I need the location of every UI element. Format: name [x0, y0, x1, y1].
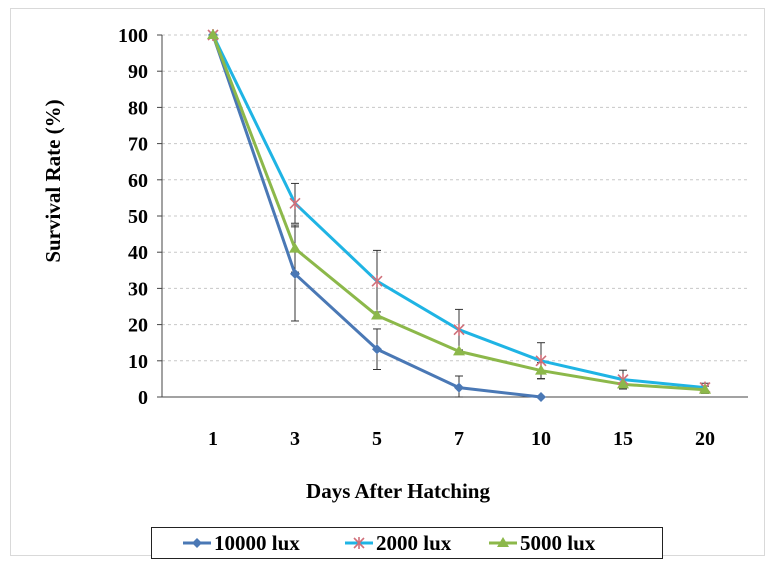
legend-label: 2000 lux [376, 530, 452, 555]
y-tick-100: 100 [118, 25, 148, 47]
legend-swatch-marker [192, 538, 202, 548]
x-tick-5: 5 [372, 428, 382, 450]
survival-rate-chart: 0 10 20 30 40 50 60 70 80 90 100 1 3 5 7 10 15 20 Surviv… [41, 25, 748, 503]
x-tick-labels: 1 3 5 7 10 15 20 [208, 428, 715, 450]
point-5000-lux-3 [289, 242, 301, 253]
legend-item-10000-lux: 10000 lux [182, 528, 300, 558]
point-5000-lux-5 [371, 309, 383, 320]
series-markers [207, 29, 711, 402]
point-5000-lux-10 [535, 364, 547, 375]
legend-swatch-10000-lux [183, 538, 211, 548]
legend-swatch-marker [353, 537, 365, 549]
legend-label: 5000 lux [520, 530, 596, 555]
point-2000-lux-3 [289, 197, 301, 210]
x-tick-1: 1 [208, 428, 218, 450]
y-tick-30: 30 [128, 278, 148, 300]
y-tick-40: 40 [128, 242, 148, 264]
point-10000-lux-3 [290, 268, 300, 279]
legend-item-5000-lux: 5000 lux [488, 528, 595, 558]
y-tick-labels: 0 10 20 30 40 50 60 70 80 90 100 [118, 25, 148, 409]
legend: 10000 lux 2000 lux 5000 lux [151, 527, 663, 559]
point-10000-lux-5 [372, 344, 382, 355]
point-10000-lux-7 [454, 382, 464, 393]
point-5000-lux-7 [453, 345, 465, 356]
point-2000-lux-7 [453, 323, 465, 336]
y-axis-title: Survival Rate (%) [41, 99, 65, 262]
legend-swatch-5000-lux [489, 537, 517, 547]
y-tick-0: 0 [138, 387, 148, 409]
point-2000-lux-5 [371, 275, 383, 288]
x-tick-7: 7 [454, 428, 464, 450]
point-10000-lux-10 [536, 392, 546, 402]
y-tick-20: 20 [128, 315, 148, 337]
y-tick-80: 80 [128, 97, 148, 119]
legend-item-2000-lux: 2000 lux [344, 528, 451, 558]
legend-swatch-marker [497, 537, 509, 547]
x-tick-20: 20 [695, 428, 715, 450]
error-bars [291, 182, 709, 398]
x-tick-15: 15 [613, 428, 633, 450]
x-axis-title: Days After Hatching [306, 479, 490, 503]
point-5000-lux-1 [207, 29, 219, 39]
legend-label: 10000 lux [214, 530, 300, 555]
point-5000-lux-15 [617, 378, 629, 389]
y-tick-60: 60 [128, 170, 148, 192]
y-tick-10: 10 [128, 351, 148, 373]
x-tick-3: 3 [290, 428, 300, 450]
y-tick-50: 50 [128, 206, 148, 228]
y-tick-90: 90 [128, 61, 148, 83]
y-tick-70: 70 [128, 134, 148, 156]
point-5000-lux-20 [699, 383, 711, 394]
x-tick-10: 10 [531, 428, 551, 450]
grid-lines [162, 34, 748, 362]
legend-swatch-2000-lux [345, 537, 373, 549]
